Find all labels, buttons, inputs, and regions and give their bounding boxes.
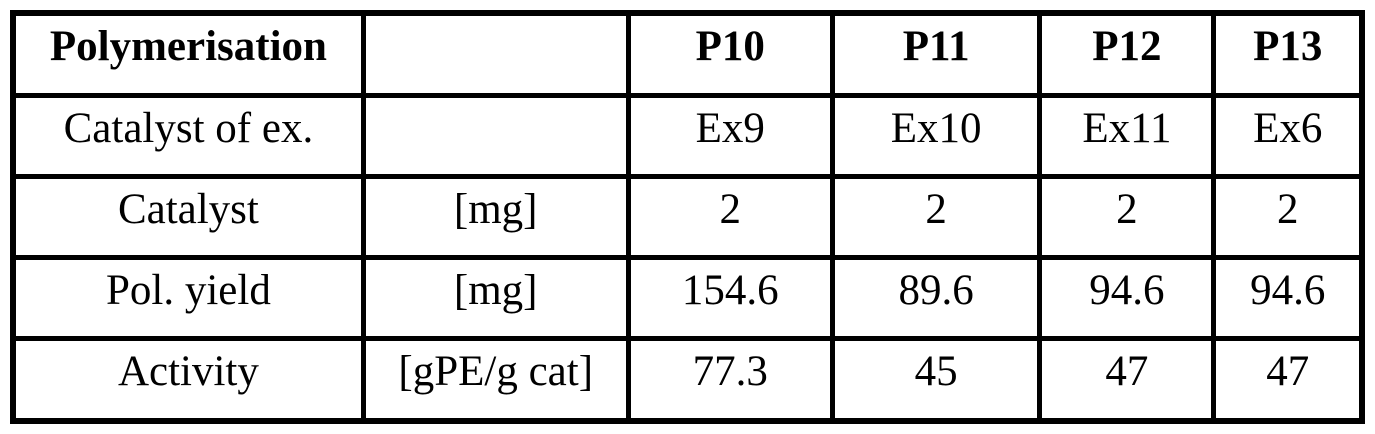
- value-cell: 45: [829, 336, 1043, 424]
- value-cell: 94.6: [1211, 255, 1365, 342]
- table-row: Catalyst [mg] 2 2 2 2: [10, 173, 1365, 261]
- polymerisation-results-table: Polymerisation P10 P11 P12 P13 Catalyst of ex…: [10, 10, 1365, 424]
- row-label-cell: Activity: [10, 336, 366, 424]
- value-cell: 2: [829, 173, 1043, 261]
- value-cell: 47: [1037, 336, 1217, 424]
- row-label-cell: Pol. yield: [10, 255, 366, 342]
- row-label-cell: Catalyst of ex.: [10, 92, 366, 179]
- column-header-cell: P11: [829, 10, 1043, 98]
- table-container: Polymerisation P10 P11 P12 P13 Catalyst of ex…: [10, 10, 1365, 424]
- row-unit-cell: [360, 10, 631, 98]
- value-cell: Ex10: [829, 92, 1043, 179]
- row-label-cell: Catalyst: [10, 173, 366, 261]
- table-title-cell: Polymerisation: [10, 10, 366, 98]
- value-cell: 2: [625, 173, 835, 261]
- value-cell: Ex9: [625, 92, 835, 179]
- table-row: Activity [gPE/g cat] 77.3 45 47 47: [10, 336, 1365, 424]
- value-cell: Ex6: [1211, 92, 1365, 179]
- value-cell: 77.3: [625, 336, 835, 424]
- column-header-cell: P10: [625, 10, 835, 98]
- row-unit-cell: [360, 92, 631, 179]
- row-unit-cell: [gPE/g cat]: [360, 336, 631, 424]
- table-header-row: Polymerisation P10 P11 P12 P13: [10, 10, 1365, 98]
- column-header-cell: P13: [1211, 10, 1365, 98]
- value-cell: 94.6: [1037, 255, 1217, 342]
- value-cell: 2: [1037, 173, 1217, 261]
- value-cell: 2: [1211, 173, 1365, 261]
- table-row: Catalyst of ex. Ex9 Ex10 Ex11 Ex6: [10, 92, 1365, 179]
- value-cell: 47: [1211, 336, 1365, 424]
- value-cell: 154.6: [625, 255, 835, 342]
- table-body: Polymerisation P10 P11 P12 P13 Catalyst of ex…: [10, 10, 1365, 424]
- row-unit-cell: [mg]: [360, 255, 631, 342]
- value-cell: Ex11: [1037, 92, 1217, 179]
- table-row: Pol. yield [mg] 154.6 89.6 94.6 94.6: [10, 255, 1365, 342]
- value-cell: 89.6: [829, 255, 1043, 342]
- column-header-cell: P12: [1037, 10, 1217, 98]
- row-unit-cell: [mg]: [360, 173, 631, 261]
